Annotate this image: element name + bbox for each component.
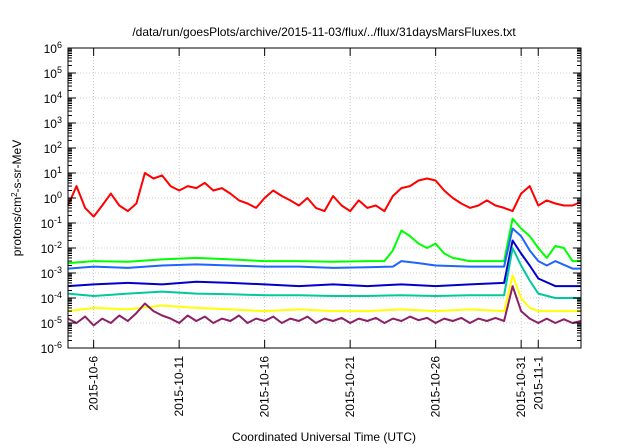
- x-tick-label: 2015-10-31: [514, 356, 528, 418]
- series-lines: [67, 172, 582, 327]
- y-tick-label: 102: [44, 140, 62, 156]
- y-tick-label: 100: [44, 190, 62, 206]
- y-tick-label: 10-2: [41, 240, 62, 256]
- series-line: [67, 274, 581, 313]
- y-tick-label: 106: [44, 40, 62, 56]
- series-line: [67, 172, 582, 218]
- x-tick-label: 2015-10-26: [429, 356, 443, 418]
- axes: 10-6 10-5 10-4 10-3 10-2 10-1 100 101 102 103 104 1…: [41, 40, 582, 418]
- y-tick-label: 101: [44, 165, 62, 181]
- series-line: [67, 247, 581, 299]
- series-line: [67, 217, 581, 265]
- series-line: [67, 239, 581, 288]
- y-tick-label: 10-5: [41, 315, 62, 331]
- y-tick-label: 105: [44, 65, 62, 81]
- y-tick-label: 10-6: [41, 340, 62, 356]
- y-tick-label: 10-1: [41, 215, 62, 231]
- series-line: [67, 227, 581, 270]
- x-tick-label: 2015-10-11: [172, 356, 186, 417]
- x-tick-label: 2015-10-16: [258, 356, 272, 418]
- chart-title: /data/run/goesPlots/archive/2015-11-03/f…: [132, 25, 516, 39]
- x-tick-label: 2015-10-6: [87, 356, 101, 411]
- y-tick-label: 104: [44, 90, 62, 106]
- x-axis-label: Coordinated Universal Time (UTC): [232, 430, 416, 444]
- x-tick-label: 2015-10-21: [343, 356, 357, 418]
- y-axis-label: protons/cm2-s-sr-MeV: [10, 140, 24, 256]
- x-tick-label: 2015-11-1: [531, 356, 545, 410]
- y-tick-label: 103: [44, 115, 62, 131]
- series-line: [67, 285, 582, 327]
- y-tick-label: 10-3: [41, 265, 62, 281]
- y-tick-label: 10-4: [41, 290, 62, 306]
- plot-frame: [67, 47, 582, 349]
